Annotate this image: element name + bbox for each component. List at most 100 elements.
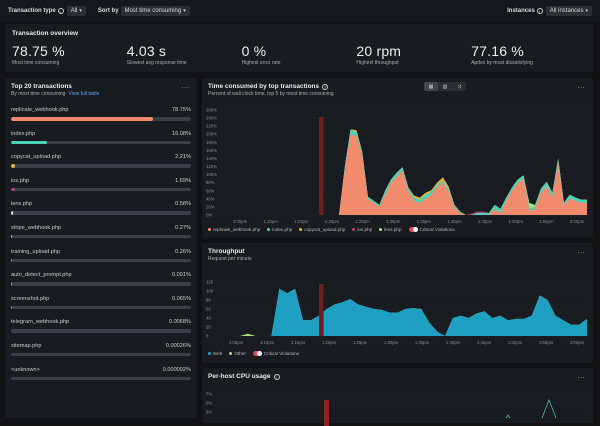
legend-swatch [208, 228, 211, 231]
x-tick-label: 1:35pm [417, 219, 432, 224]
legend-swatch [352, 228, 356, 231]
legend-label: Web [213, 351, 223, 356]
instances-select[interactable]: All instances ▾ [545, 6, 592, 16]
kpi-value: 78.75 % [12, 43, 65, 59]
legend-item[interactable]: ios.php [352, 227, 372, 232]
kpi-value: 4.03 s [126, 43, 167, 59]
transaction-row[interactable]: stripe_webhook.php 0.27% [11, 225, 191, 249]
legend-item[interactable]: replicate_webhook.php [208, 227, 260, 232]
transaction-row[interactable]: lens.php 0.58% [11, 201, 191, 225]
transaction-value: 0.58% [175, 201, 191, 208]
time-consumed-panel: Time consumed by top transactions? Perce… [202, 78, 593, 238]
transaction-name: replicate_webhook.php [11, 107, 69, 113]
legend-item[interactable]: Web [208, 351, 222, 356]
more-menu-icon[interactable]: ... [577, 248, 585, 255]
critical-violation-marker[interactable] [319, 117, 324, 215]
transaction-row[interactable]: auto_detect_prompt.php 0.091% [11, 272, 191, 296]
help-icon[interactable]: ? [322, 83, 329, 90]
info-icon[interactable]: i [57, 8, 64, 14]
sort-by-label: Sort by [97, 8, 119, 14]
transaction-row[interactable]: screenshot.php 0.065% [11, 296, 191, 320]
area-chart-icon[interactable]: ▦ [424, 82, 438, 91]
transaction-bar [11, 305, 191, 310]
cpu-series-line[interactable] [541, 399, 557, 419]
legend-label: replicate_webhook.php [213, 227, 261, 232]
x-tick-label: 1:15pm [291, 340, 306, 345]
transaction-bar-fill [11, 164, 16, 168]
y-tick-label: 80 [206, 298, 211, 303]
bar-chart-icon[interactable]: ▥ [442, 83, 448, 90]
x-tick-label: 1:25pm [355, 219, 370, 224]
legend-label: copycat_upload.php [304, 227, 346, 232]
more-menu-icon[interactable]: ... [181, 83, 189, 90]
transaction-row[interactable]: copycat_upload.php 2.21% [11, 154, 191, 178]
legend-swatch [299, 228, 303, 231]
toggle-switch[interactable] [408, 227, 418, 232]
critical-violations-toggle[interactable]: Critical Violations [408, 227, 455, 232]
cpu-series-line[interactable] [505, 414, 511, 419]
y-tick-label: 100 [206, 289, 214, 294]
critical-violation-marker[interactable] [324, 400, 329, 426]
more-menu-icon[interactable]: ... [577, 373, 585, 380]
info-icon[interactable]: i [536, 8, 543, 14]
transaction-row[interactable]: sitemap.php 0.00026% [11, 343, 191, 367]
transaction-value: 0.00026% [165, 342, 191, 349]
kpi-card: 4.03 s Slowest avg response time [127, 43, 242, 66]
x-tick-label: 1:45pm [477, 340, 492, 345]
transaction-row[interactable]: telegram_webhook.php 0.0068% [11, 319, 191, 343]
legend-item[interactable]: Other [229, 351, 246, 356]
legend-item[interactable]: index.php [267, 227, 292, 232]
overview-title: Transaction overview [12, 30, 79, 37]
legend-swatch [229, 352, 233, 355]
transaction-row[interactable]: ios.php 1.69% [11, 178, 191, 202]
legend-label: Critical Violations [263, 351, 300, 356]
x-tick-label: 1:05pm [229, 340, 244, 345]
line-chart-icon[interactable]: ⤨ [456, 83, 461, 90]
critical-violations-toggle[interactable]: Critical Violations [252, 351, 300, 356]
x-tick-label: 1:50pm [509, 219, 524, 224]
legend-item[interactable]: copycat_upload.php [299, 227, 345, 232]
transaction-value: 0.26% [175, 248, 191, 255]
throughput-subtitle: Request per minute [208, 256, 252, 262]
y-tick-label: 60 [206, 307, 211, 312]
y-tick-label: 100% [206, 172, 217, 177]
instances-value: All instances [549, 8, 584, 14]
y-tick-label: 120 [206, 280, 214, 285]
legend-label: Other [234, 351, 246, 356]
transaction-type-value: All [70, 8, 78, 14]
time-consumed-chart: 0% 20% 40% 60% 80% 100% 120% 140% 160% 180% 200% 22… [206, 108, 587, 224]
transaction-bar-fill [11, 187, 15, 192]
transaction-row[interactable]: replicate_webhook.php 78.75% [11, 107, 191, 131]
x-tick-label: 1:05pm [233, 219, 248, 224]
chevron-down-icon: ▾ [183, 8, 186, 14]
kpi-label: Slowest avg response time [126, 60, 187, 66]
transaction-bar-fill [11, 117, 153, 121]
more-menu-icon[interactable]: ... [577, 83, 585, 90]
y-tick-label: 6% [206, 401, 212, 406]
critical-violation-marker[interactable] [319, 284, 324, 336]
x-tick-label: 1:20pm [322, 340, 337, 345]
kpi-card: 0 % Highest error rate [242, 43, 357, 66]
transaction-value: 1.69% [175, 177, 191, 184]
series-area-replicate-webhook-php[interactable] [316, 134, 587, 215]
kpi-card: 20 rpm Highest throughput [356, 43, 471, 66]
info-icon[interactable]: i [273, 373, 280, 380]
transaction-row[interactable]: training_upload.php 0.26% [11, 249, 191, 273]
x-tick-label: 2:00pm [570, 340, 585, 345]
transaction-row[interactable]: <unknown> 0.000092% [11, 367, 191, 391]
x-tick-label: 1:40pm [447, 219, 462, 224]
time-consumed-title: Time consumed by top transactions [208, 83, 320, 90]
sort-by-select[interactable]: Most time consuming ▾ [120, 6, 190, 16]
legend-label: ios.php [357, 227, 373, 232]
y-tick-label: 7% [206, 392, 212, 397]
page-scrollbar[interactable] [596, 22, 600, 423]
view-full-table-link[interactable]: View full table [68, 91, 100, 97]
transaction-type-select[interactable]: All ▾ [66, 6, 86, 16]
kpi-card: 77.16 % Apdex by most dissatisfying [471, 43, 586, 66]
series-area-web[interactable] [232, 288, 587, 336]
transaction-row[interactable]: index.php 16.08% [11, 131, 191, 155]
y-tick-label: 180% [206, 140, 217, 145]
legend-item[interactable]: lens.php [379, 227, 402, 232]
y-tick-label: 0 [206, 334, 209, 339]
toggle-switch[interactable] [252, 351, 262, 356]
